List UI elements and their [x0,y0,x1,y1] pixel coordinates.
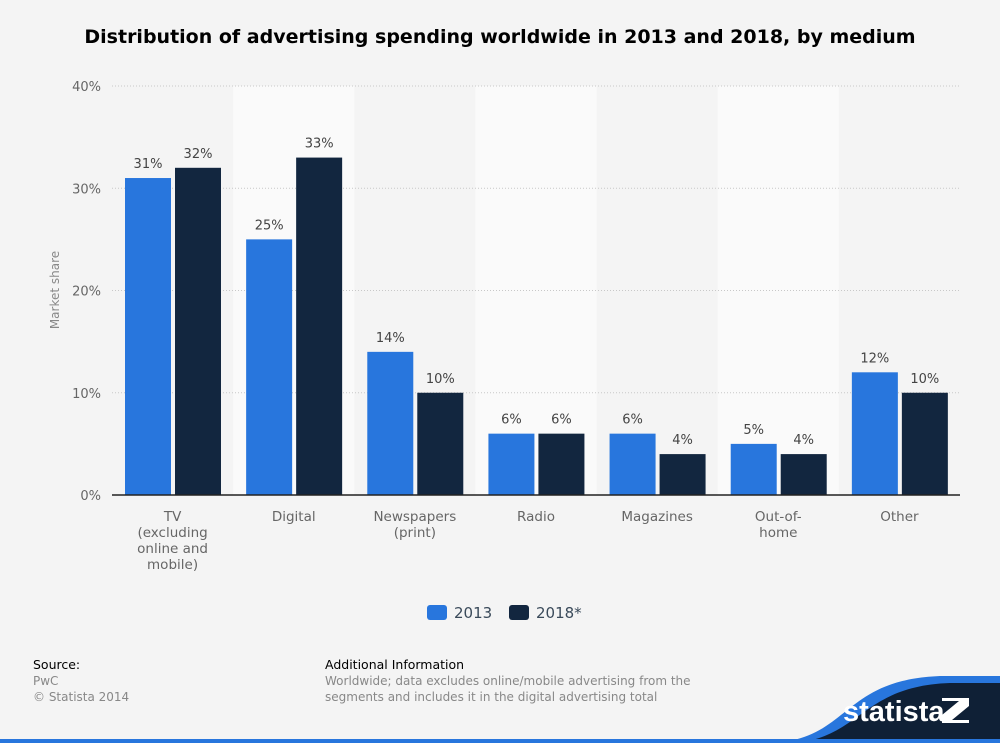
copyright-text: © Statista 2014 [33,690,130,704]
bar-2018-1 [296,157,343,495]
y-tick-label: 0% [80,489,101,504]
additional-info-line: segments and includes it in the digital … [325,690,658,704]
x-tick-label: Digital [272,509,316,525]
x-tick-label: mobile) [147,557,198,573]
source-text: PwC [33,674,59,688]
data-label: 12% [860,351,889,366]
legend-label-2018: 2018* [536,604,582,622]
legend-label-2013: 2013 [454,604,492,622]
data-label: 5% [743,423,764,438]
y-axis-label: Market share [48,251,62,329]
data-label: 4% [672,433,693,448]
chart-title: Distribution of advertising spending wor… [84,26,916,48]
x-tick-label: home [759,525,797,541]
bar-2013-0 [125,178,171,495]
data-label: 33% [305,137,334,152]
y-tick-label: 10% [72,387,101,402]
data-label: 6% [622,413,643,428]
y-tick-label: 40% [72,80,101,95]
data-label: 6% [551,413,572,428]
legend-swatch [509,605,529,620]
data-label: 25% [255,218,284,233]
bar-2013-4 [609,433,656,495]
data-label: 6% [501,413,522,428]
data-label: 10% [426,372,455,387]
source-block: Source: PwC © Statista 2014 [33,657,129,705]
x-tick-label: Magazines [621,509,693,525]
data-label: 32% [184,147,213,162]
footer-bar [0,739,1000,743]
y-tick-label: 20% [72,285,101,300]
data-label: 31% [134,157,163,172]
statista-logo-icon [942,698,969,723]
bar-2018-0 [175,167,221,496]
statista-logo: statista [843,696,945,728]
additional-info-label: Additional Information [325,657,465,672]
legend-swatch [427,605,447,620]
additional-info-line: Worldwide; data excludes online/mobile a… [325,674,691,688]
x-tick-label: online and [137,541,208,557]
additional-info-block: Additional Information Worldwide; data e… [325,657,691,705]
bar-2018-3 [538,433,585,495]
x-tick-label: Out-of- [755,509,802,525]
x-tick-label: TV [163,509,182,525]
x-tick-label: Other [880,509,919,525]
bar-2018-2 [417,392,464,495]
bar-2018-5 [780,454,827,495]
x-tick-label: (print) [394,525,436,541]
x-tick-label: Newspapers [373,509,456,525]
source-label: Source: [33,657,81,672]
data-label: 4% [793,433,814,448]
bar-2013-5 [730,443,777,495]
y-tick-label: 30% [72,182,101,197]
x-tick-label: Radio [517,509,555,525]
bar-2013-3 [488,433,535,495]
bar-2013-2 [367,351,414,495]
data-label: 10% [910,372,939,387]
bar-2013-6 [851,372,898,495]
data-label: 14% [376,331,405,346]
bar-2013-1 [246,239,293,495]
bar-2018-4 [659,454,706,495]
bar-2018-6 [901,392,948,495]
x-tick-label: (excluding [137,525,207,541]
